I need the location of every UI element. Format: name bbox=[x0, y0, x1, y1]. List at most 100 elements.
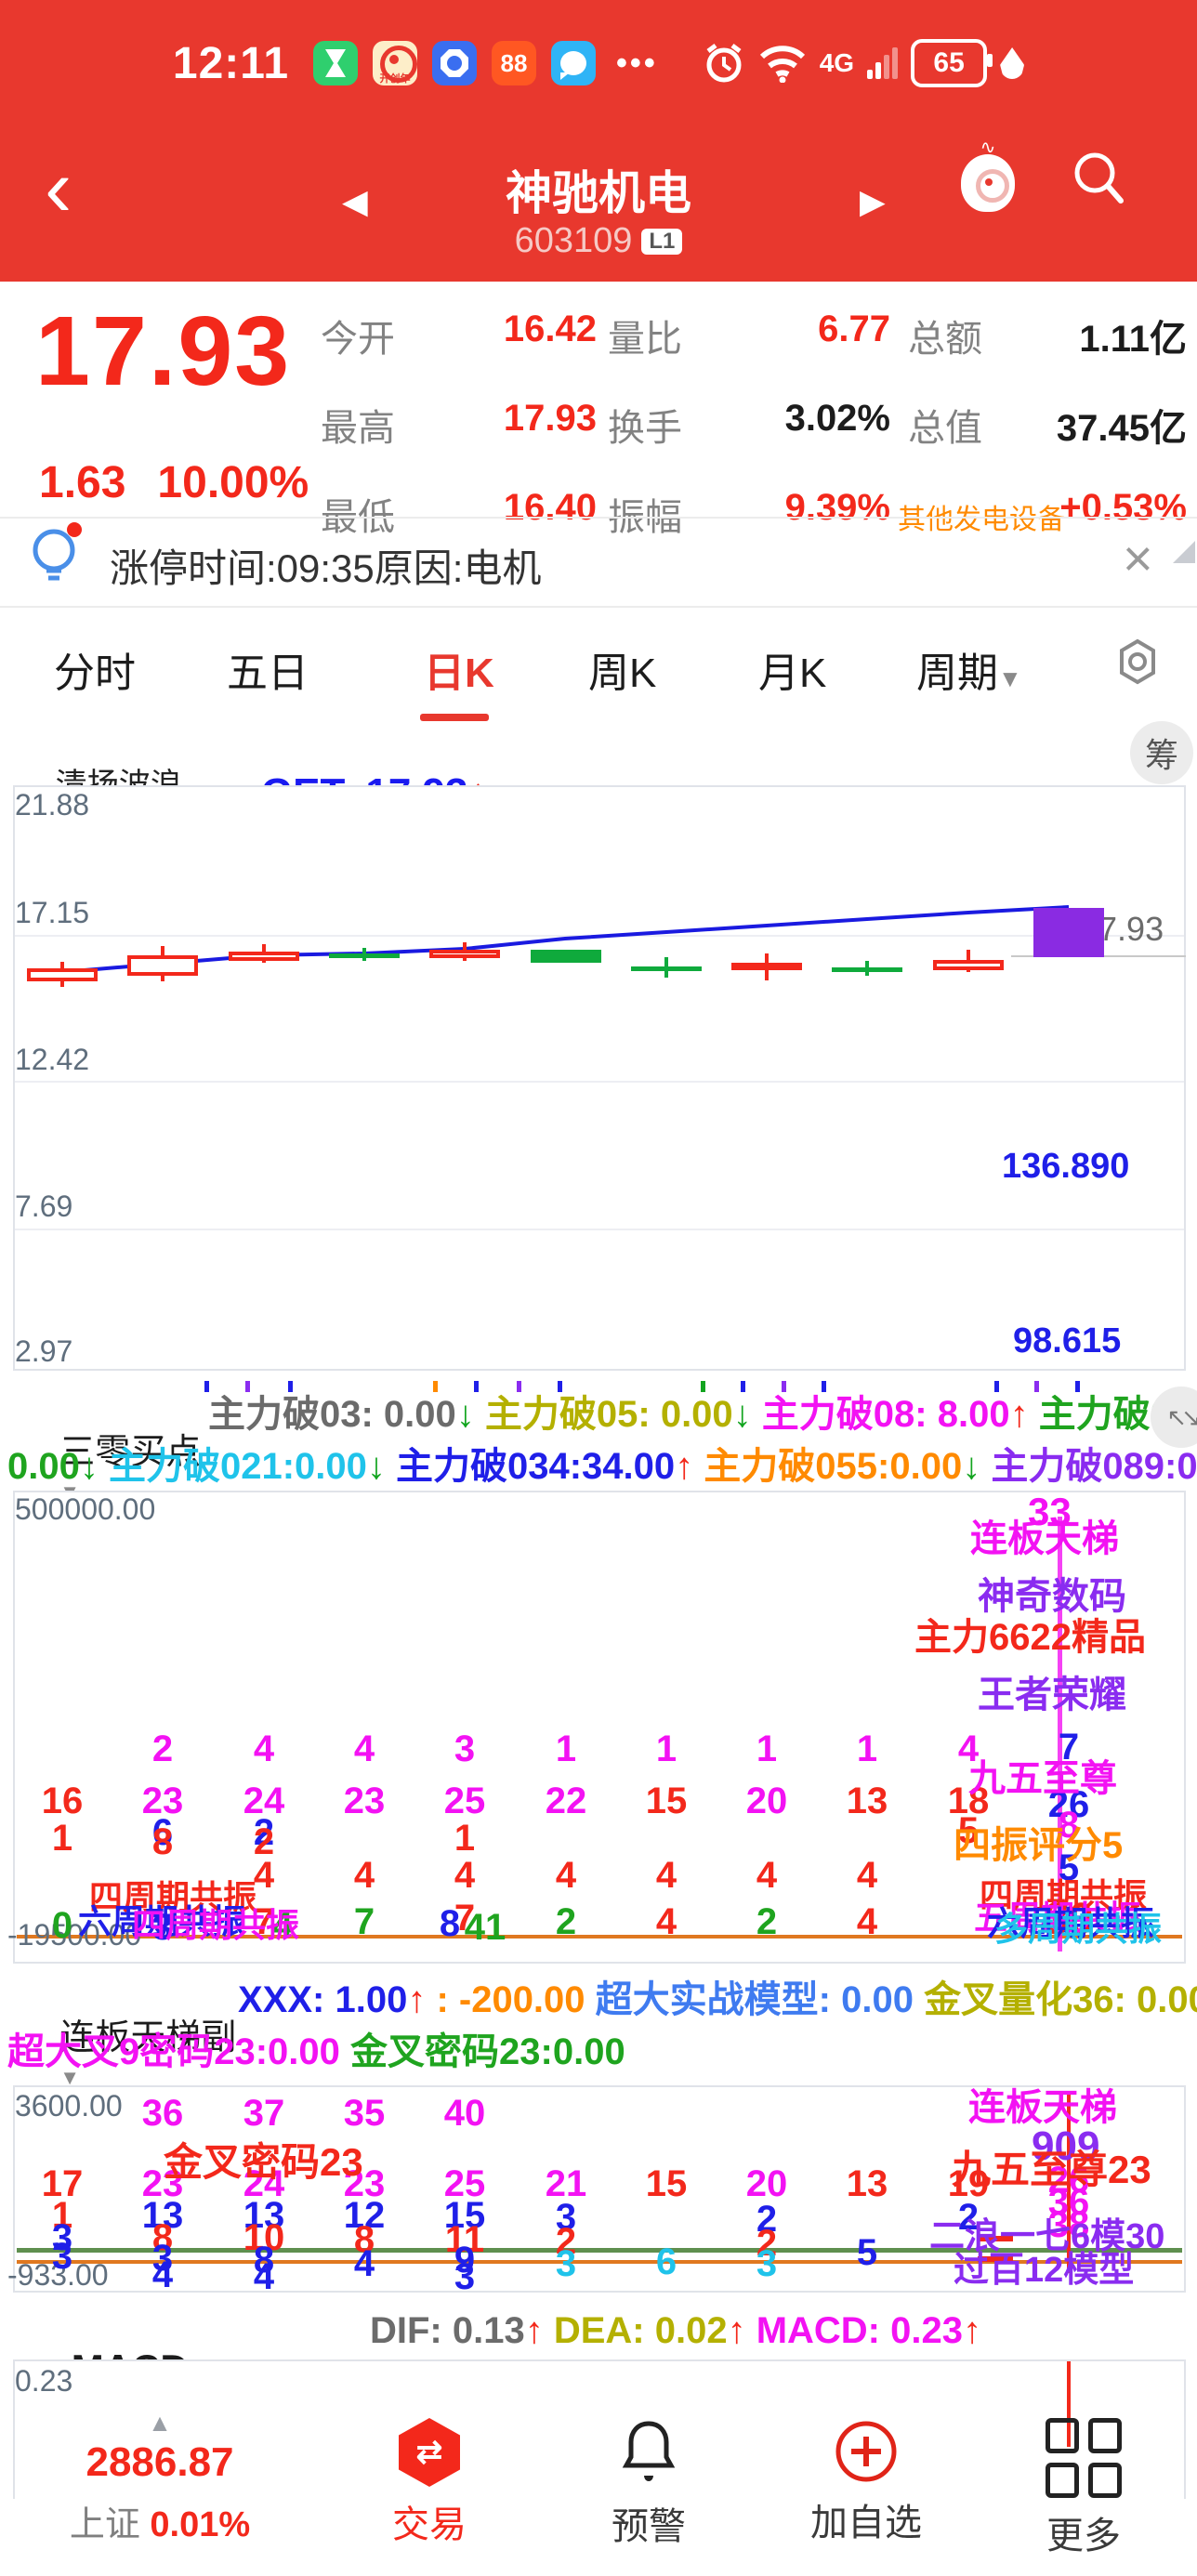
app-bar: 12:11 开创年 88 ••• bbox=[0, 0, 1197, 282]
chips-distribution-button[interactable]: 筹 bbox=[1130, 721, 1193, 784]
tab-五日[interactable]: 五日 bbox=[227, 651, 309, 696]
quote-label: 总值 bbox=[908, 408, 982, 449]
indicator-reading: ↑ bbox=[675, 1446, 694, 1487]
nav-item-alert[interactable]: 预警 bbox=[546, 2418, 751, 2550]
search-button[interactable] bbox=[1069, 147, 1128, 206]
indicator-reading: ↑ bbox=[727, 2310, 746, 2351]
indicator-reading: 主力破08: 8.00 bbox=[751, 1394, 1010, 1435]
indicator-value: 4 bbox=[253, 2256, 275, 2297]
back-button[interactable]: ‹ bbox=[45, 141, 72, 233]
indicator-reading: ↑ bbox=[1009, 1394, 1029, 1435]
indicator-value: 26 bbox=[1047, 2160, 1090, 2201]
trade-icon: ⇄ bbox=[399, 2418, 460, 2487]
indicator-value: 1 bbox=[856, 1728, 878, 1769]
nav-label: 更多 bbox=[1046, 2516, 1121, 2556]
candle bbox=[832, 967, 902, 972]
tab-周K[interactable]: 周K bbox=[588, 651, 657, 696]
signal-label: 连板天梯 bbox=[970, 1518, 1119, 1559]
indicator-value: 2 bbox=[756, 2223, 778, 2264]
signal-label: 九五至尊 bbox=[968, 1758, 1117, 1799]
indicator-value: 15 bbox=[645, 1781, 688, 1821]
nav-item-add-watchlist[interactable]: 加自选 bbox=[764, 2418, 968, 2546]
signal-label: 金叉密码23 bbox=[164, 2140, 363, 2184]
indicator-value: 98.615 bbox=[1013, 1321, 1122, 1360]
indicator-reading: : -200.00 bbox=[426, 1979, 585, 2020]
indicator-value: 0 bbox=[51, 1905, 73, 1946]
indicator-value: 8 bbox=[151, 2217, 174, 2258]
wifi-icon bbox=[759, 46, 805, 83]
indicator-value: 19 bbox=[947, 2163, 990, 2204]
quote-label: 换手 bbox=[608, 408, 682, 449]
quote-label: 振幅 bbox=[608, 497, 682, 538]
candle bbox=[429, 950, 500, 958]
indicator-value: 13 bbox=[846, 2163, 888, 2204]
indicator-value: 2 bbox=[756, 1901, 778, 1942]
indicator-value: 2 bbox=[253, 1821, 275, 1862]
limit-up-notice[interactable]: 涨停时间:09:35原因:电机 bbox=[110, 546, 542, 590]
index-percent: 0.01% bbox=[150, 2505, 251, 2544]
indicator-value: 2 bbox=[957, 2197, 980, 2238]
indicator-value: 24 bbox=[243, 2163, 285, 2204]
chart-settings-icon[interactable] bbox=[1113, 637, 1162, 686]
expand-panel-icon[interactable]: ↖↘ bbox=[1151, 1387, 1197, 1448]
indicator-value: 4 bbox=[756, 1855, 778, 1896]
tab-日K[interactable]: 日K bbox=[424, 651, 494, 696]
tab-周期[interactable]: 周期▼ bbox=[916, 651, 1022, 696]
indicator-value: 3 bbox=[555, 2197, 577, 2238]
candle bbox=[531, 950, 601, 963]
indicator-value: 4 bbox=[253, 1855, 275, 1896]
macd-chart-panel[interactable] bbox=[13, 2359, 1186, 2499]
indicator-value: 2 bbox=[253, 1812, 275, 1853]
indicator-value: 11 bbox=[444, 2219, 485, 2260]
signal-label: 王者荣耀 bbox=[978, 1675, 1126, 1715]
page-title: 神驰机电 bbox=[506, 167, 691, 219]
quote-value: 17.93 bbox=[503, 398, 597, 439]
indicator-reading: ↑ bbox=[962, 2310, 981, 2351]
kuaishou-app-icon: 88 bbox=[492, 41, 537, 85]
indicator-reading: 主力破034:34.00 bbox=[385, 1446, 676, 1487]
sub1-indicator-selector[interactable]: 三零买点 ▼ bbox=[20, 1400, 201, 1541]
indicator-reading: DEA: 0.02 bbox=[543, 2310, 728, 2351]
close-notice-icon[interactable]: × bbox=[1123, 529, 1153, 587]
indicator-reading: 主力破03: 0.00 bbox=[208, 1394, 456, 1435]
indicator-value: 1 bbox=[454, 1818, 476, 1859]
flame-icon bbox=[1000, 47, 1025, 79]
sector-name[interactable]: 其他发电设备 bbox=[898, 505, 1065, 535]
sub1-chart-panel[interactable] bbox=[13, 1491, 1186, 1964]
quote-value: 1.11亿 bbox=[1079, 319, 1187, 360]
indicator-value: 1 bbox=[555, 1728, 577, 1769]
indicator-reading: ↓ bbox=[455, 1394, 475, 1435]
sub2-indicator-selector[interactable]: 连板天梯副 ▼ bbox=[20, 1985, 236, 2126]
date-tick bbox=[1075, 1381, 1080, 1392]
indicator-value: 38 bbox=[1047, 2204, 1090, 2245]
signal-label: 九五至尊23 bbox=[952, 2148, 1151, 2191]
indicator-value: 4 bbox=[856, 1855, 878, 1896]
cursor-line-red bbox=[1067, 2093, 1071, 2273]
mascot-button[interactable]: ∿ bbox=[957, 138, 1019, 214]
quote-expand-handle[interactable] bbox=[1173, 541, 1195, 563]
nav-item-more[interactable]: 更多 bbox=[981, 2418, 1186, 2559]
nav-index-block[interactable]: ▲ 2886.87 上证 0.01% bbox=[58, 2409, 262, 2546]
indicator-reading: ↓ bbox=[732, 1394, 752, 1435]
indicator-value: 3 bbox=[454, 1728, 476, 1769]
nav-item-trade[interactable]: ⇄ 交易 bbox=[327, 2418, 532, 2548]
indicator-reading: 主力破05: 0.00 bbox=[474, 1394, 733, 1435]
indicator-value: 8 bbox=[253, 2240, 275, 2280]
axis-label: 2.97 bbox=[15, 1334, 73, 1368]
indicator-value: 36 bbox=[1047, 2182, 1090, 2223]
indicator-value: 41 bbox=[464, 1907, 506, 1948]
hourglass-app-icon bbox=[313, 41, 359, 85]
prev-stock-button[interactable]: ◀ bbox=[342, 182, 368, 220]
date-tick bbox=[433, 1381, 438, 1392]
indicator-reading: ↑ bbox=[524, 2310, 544, 2351]
indicator-reading: ↓ bbox=[366, 1446, 386, 1487]
indicator-value: 6 bbox=[655, 2241, 677, 2282]
status-bar: 12:11 开创年 88 ••• bbox=[0, 33, 1197, 93]
collapse-arrow-icon[interactable]: ▲ bbox=[148, 2409, 172, 2437]
next-stock-button[interactable]: ▶ bbox=[860, 182, 886, 220]
battery-icon: 65 bbox=[911, 39, 993, 87]
signal-label: 909 bbox=[1032, 2123, 1100, 2169]
kline-chart-panel[interactable] bbox=[13, 785, 1186, 1371]
tab-月K[interactable]: 月K bbox=[758, 651, 827, 696]
tab-分时[interactable]: 分时 bbox=[54, 651, 136, 696]
